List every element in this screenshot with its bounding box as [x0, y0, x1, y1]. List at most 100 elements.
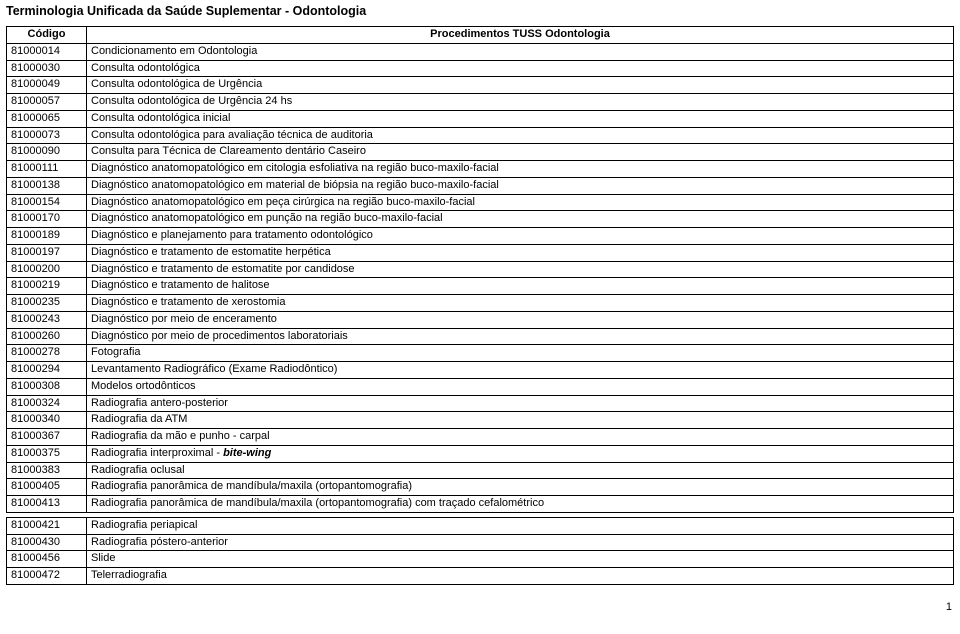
cell-desc: Consulta odontológica para avaliação téc…	[87, 127, 954, 144]
table-row: 81000170Diagnóstico anatomopatológico em…	[7, 211, 954, 228]
cell-desc: Radiografia panorâmica de mandíbula/maxi…	[87, 496, 954, 513]
cell-code: 81000383	[7, 462, 87, 479]
table-row: 81000375Radiografia interproximal - bite…	[7, 445, 954, 462]
table-row: 81000260Diagnóstico por meio de procedim…	[7, 328, 954, 345]
cell-code: 81000243	[7, 311, 87, 328]
table-row: 81000065Consulta odontológica inicial	[7, 110, 954, 127]
table-row: 81000340Radiografia da ATM	[7, 412, 954, 429]
cell-desc: Diagnóstico e planejamento para tratamen…	[87, 228, 954, 245]
cell-desc: Diagnóstico e tratamento de estomatite p…	[87, 261, 954, 278]
table-row: 81000197Diagnóstico e tratamento de esto…	[7, 244, 954, 261]
cell-code: 81000189	[7, 228, 87, 245]
cell-code: 81000340	[7, 412, 87, 429]
table-row: 81000405Radiografia panorâmica de mandíb…	[7, 479, 954, 496]
cell-code: 81000421	[7, 517, 87, 534]
cell-desc: Consulta para Técnica de Clareamento den…	[87, 144, 954, 161]
document-page: Terminologia Unificada da Saúde Suplemen…	[0, 0, 960, 623]
cell-code: 81000049	[7, 77, 87, 94]
table-row: 81000308Modelos ortodônticos	[7, 378, 954, 395]
cell-desc: Consulta odontológica de Urgência 24 hs	[87, 94, 954, 111]
cell-desc: Diagnóstico e tratamento de estomatite h…	[87, 244, 954, 261]
cell-desc: Radiografia periapical	[87, 517, 954, 534]
cell-desc: Radiografia oclusal	[87, 462, 954, 479]
cell-code: 81000308	[7, 378, 87, 395]
cell-code: 81000294	[7, 362, 87, 379]
cell-desc: Consulta odontológica	[87, 60, 954, 77]
cell-code: 81000138	[7, 177, 87, 194]
cell-desc: Diagnóstico por meio de enceramento	[87, 311, 954, 328]
cell-desc: Radiografia panorâmica de mandíbula/maxi…	[87, 479, 954, 496]
cell-desc: Consulta odontológica inicial	[87, 110, 954, 127]
cell-code: 81000073	[7, 127, 87, 144]
cell-desc: Radiografia da ATM	[87, 412, 954, 429]
cell-code: 81000472	[7, 568, 87, 585]
table-row: 81000049Consulta odontológica de Urgênci…	[7, 77, 954, 94]
cell-desc: Diagnóstico e tratamento de xerostomia	[87, 295, 954, 312]
cell-desc: Levantamento Radiográfico (Exame Radiodô…	[87, 362, 954, 379]
table-row: 81000200Diagnóstico e tratamento de esto…	[7, 261, 954, 278]
table-header-row: Código Procedimentos TUSS Odontologia	[7, 27, 954, 44]
table-row: 81000324Radiografia antero-posterior	[7, 395, 954, 412]
cell-desc: Diagnóstico anatomopatológico em peça ci…	[87, 194, 954, 211]
procedures-table: Código Procedimentos TUSS Odontologia 81…	[6, 26, 954, 585]
cell-code: 81000200	[7, 261, 87, 278]
cell-code: 81000235	[7, 295, 87, 312]
cell-code: 81000260	[7, 328, 87, 345]
col-header-desc: Procedimentos TUSS Odontologia	[87, 27, 954, 44]
cell-desc: Slide	[87, 551, 954, 568]
cell-code: 81000030	[7, 60, 87, 77]
cell-desc: Radiografia interproximal - bite-wing	[87, 445, 954, 462]
cell-code: 81000057	[7, 94, 87, 111]
table-row: 81000472Telerradiografia	[7, 568, 954, 585]
cell-desc: Diagnóstico anatomopatológico em materia…	[87, 177, 954, 194]
cell-desc: Radiografia da mão e punho - carpal	[87, 429, 954, 446]
cell-code: 81000065	[7, 110, 87, 127]
table-row: 81000413Radiografia panorâmica de mandíb…	[7, 496, 954, 513]
cell-code: 81000111	[7, 161, 87, 178]
col-header-code: Código	[7, 27, 87, 44]
table-row: 81000073Consulta odontológica para avali…	[7, 127, 954, 144]
table-row: 81000090Consulta para Técnica de Claream…	[7, 144, 954, 161]
table-row: 81000189Diagnóstico e planejamento para …	[7, 228, 954, 245]
cell-code: 81000170	[7, 211, 87, 228]
cell-desc: Radiografia póstero-anterior	[87, 534, 954, 551]
cell-code: 81000090	[7, 144, 87, 161]
table-row: 81000383Radiografia oclusal	[7, 462, 954, 479]
styled-term: bite-wing	[223, 447, 271, 459]
table-row: 81000421Radiografia periapical	[7, 517, 954, 534]
cell-code: 81000375	[7, 445, 87, 462]
table-row: 81000111Diagnóstico anatomopatológico em…	[7, 161, 954, 178]
page-title: Terminologia Unificada da Saúde Suplemen…	[6, 4, 954, 18]
cell-desc: Diagnóstico anatomopatológico em citolog…	[87, 161, 954, 178]
table-row: 81000219Diagnóstico e tratamento de hali…	[7, 278, 954, 295]
cell-desc: Diagnóstico e tratamento de halitose	[87, 278, 954, 295]
table-row: 81000243Diagnóstico por meio de encerame…	[7, 311, 954, 328]
table-row: 81000430Radiografia póstero-anterior	[7, 534, 954, 551]
cell-code: 81000278	[7, 345, 87, 362]
table-row: 81000294Levantamento Radiográfico (Exame…	[7, 362, 954, 379]
cell-desc: Diagnóstico anatomopatológico em punção …	[87, 211, 954, 228]
cell-code: 81000154	[7, 194, 87, 211]
table-row: 81000235Diagnóstico e tratamento de xero…	[7, 295, 954, 312]
cell-code: 81000367	[7, 429, 87, 446]
table-row: 81000138Diagnóstico anatomopatológico em…	[7, 177, 954, 194]
cell-desc: Radiografia antero-posterior	[87, 395, 954, 412]
cell-code: 81000405	[7, 479, 87, 496]
table-row: 81000278Fotografia	[7, 345, 954, 362]
cell-desc: Modelos ortodônticos	[87, 378, 954, 395]
cell-desc: Consulta odontológica de Urgência	[87, 77, 954, 94]
cell-code: 81000197	[7, 244, 87, 261]
cell-code: 81000413	[7, 496, 87, 513]
cell-desc: Condicionamento em Odontologia	[87, 43, 954, 60]
cell-code: 81000456	[7, 551, 87, 568]
table-row: 81000154Diagnóstico anatomopatológico em…	[7, 194, 954, 211]
cell-desc: Diagnóstico por meio de procedimentos la…	[87, 328, 954, 345]
table-row: 81000014Condicionamento em Odontologia	[7, 43, 954, 60]
page-number: 1	[6, 601, 954, 613]
table-row: 81000030Consulta odontológica	[7, 60, 954, 77]
cell-desc: Fotografia	[87, 345, 954, 362]
table-row: 81000367Radiografia da mão e punho - car…	[7, 429, 954, 446]
cell-desc: Telerradiografia	[87, 568, 954, 585]
table-row: 81000057Consulta odontológica de Urgênci…	[7, 94, 954, 111]
cell-code: 81000430	[7, 534, 87, 551]
